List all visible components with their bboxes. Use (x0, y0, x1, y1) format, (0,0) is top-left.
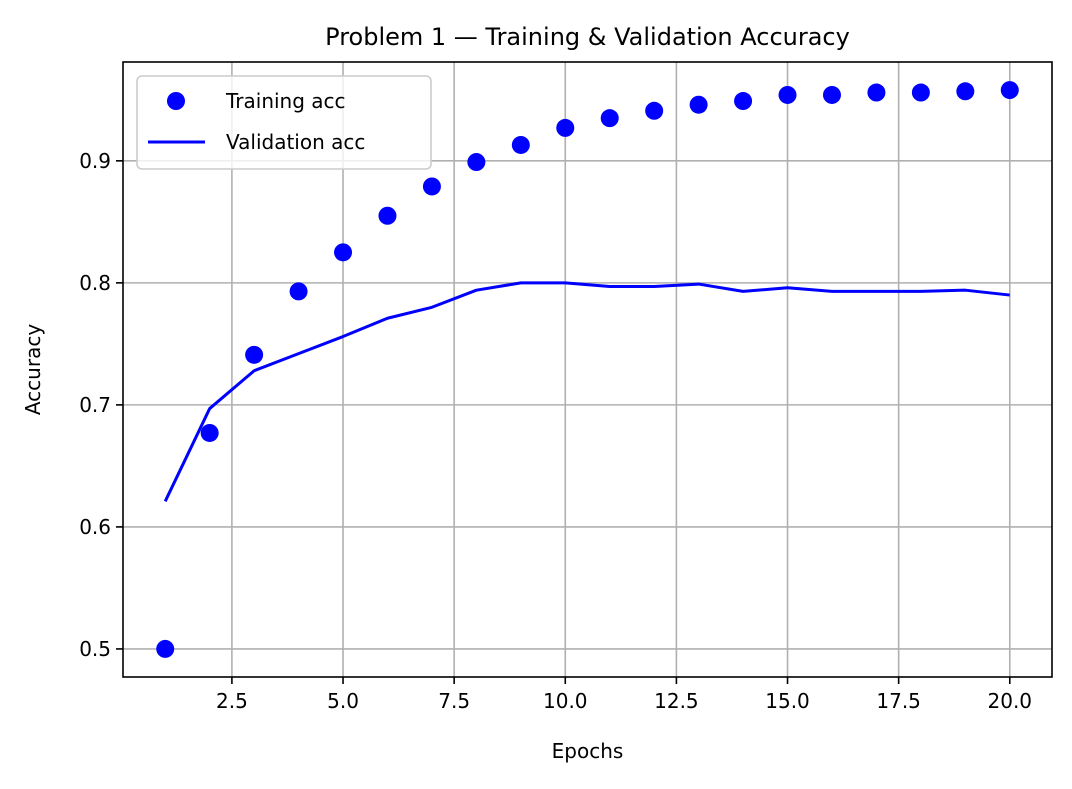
training-acc-point (378, 206, 397, 225)
training-acc-point (200, 423, 219, 442)
training-acc-point (734, 92, 753, 111)
training-acc-point (1000, 81, 1019, 100)
training-acc-point (156, 639, 175, 658)
y-tick-label: 0.5 (79, 637, 111, 661)
training-acc-point (689, 95, 708, 114)
legend-label-validation-acc: Validation acc (226, 130, 365, 154)
x-tick-label: 10.0 (543, 689, 588, 713)
validation-acc-line (163, 281, 1010, 502)
x-tick-label: 2.5 (216, 689, 248, 713)
training-acc-point (867, 83, 886, 102)
training-acc-point (645, 101, 664, 120)
training-acc-point (911, 83, 930, 102)
x-axis-label: Epochs (552, 739, 624, 763)
training-acc-point (600, 109, 619, 128)
plot-frame (122, 61, 1053, 678)
y-tick-label: 0.8 (79, 271, 111, 295)
legend-marker-training-acc (167, 92, 185, 110)
training-acc-point (778, 85, 797, 104)
legend-label-training-acc: Training acc (225, 89, 346, 113)
grid-lines (123, 62, 1052, 677)
plot-border (122, 61, 1053, 678)
legend-box (136, 75, 432, 170)
y-tick-label: 0.7 (79, 393, 111, 417)
x-tick-label: 12.5 (654, 689, 699, 713)
training-acc-point (245, 345, 264, 364)
training-acc-point (511, 135, 530, 154)
legend: Training acc Validation acc (136, 75, 432, 170)
training-acc-point (822, 85, 841, 104)
training-acc-point (556, 118, 575, 137)
training-acc-point (422, 177, 441, 196)
y-axis-label: Accuracy (21, 324, 45, 415)
training-acc-point (467, 153, 486, 172)
plot-series (156, 81, 1019, 658)
training-acc-point (289, 282, 308, 301)
x-tick-label: 7.5 (438, 689, 470, 713)
axis-ticks: 2.5 5.0 7.5 10.0 12.5 15.0 17.5 20.0 0.5 0.6 0.7 0.… (79, 149, 1032, 713)
x-tick-label: 5.0 (327, 689, 359, 713)
x-tick-label: 20.0 (988, 689, 1033, 713)
x-tick-label: 15.0 (765, 689, 810, 713)
chart-title: Problem 1 — Training & Validation Accura… (325, 23, 850, 51)
x-tick-label: 17.5 (876, 689, 921, 713)
training-acc-point (956, 82, 975, 101)
training-acc-point (334, 243, 353, 262)
y-tick-label: 0.9 (79, 149, 111, 173)
y-tick-label: 0.6 (79, 515, 111, 539)
